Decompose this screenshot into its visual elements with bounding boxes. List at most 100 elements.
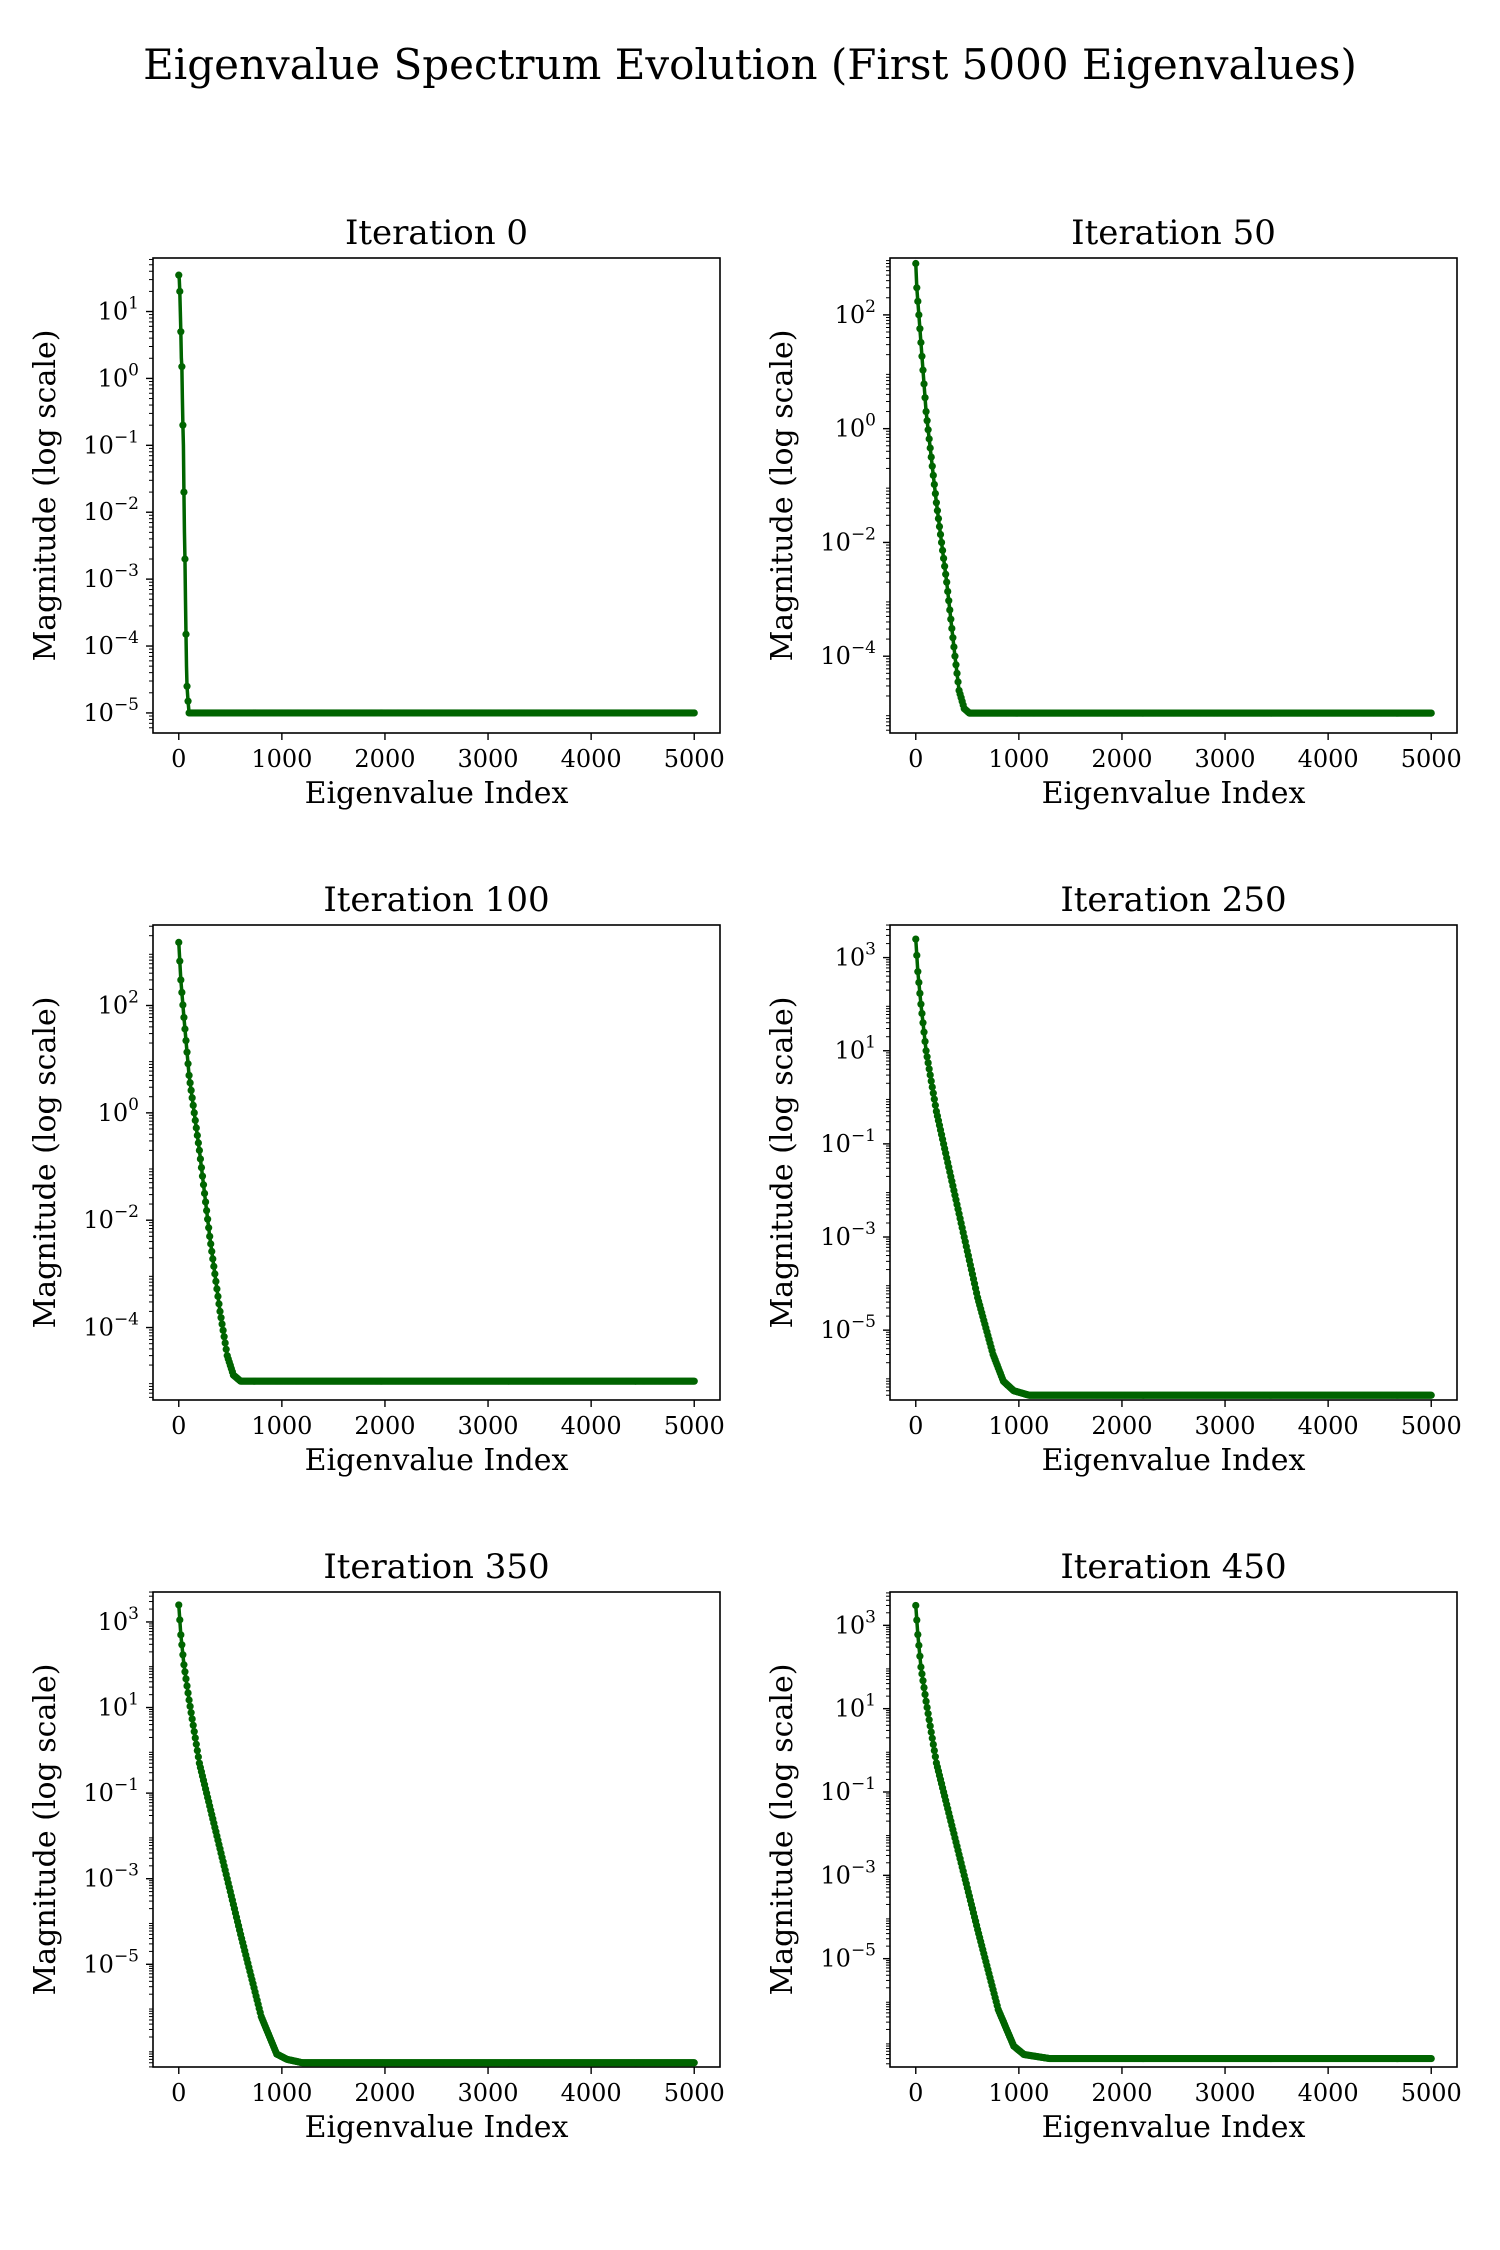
data-point [920, 380, 928, 388]
y-tick-label: 101 [98, 294, 139, 326]
x-tick-label: 5000 [664, 1412, 725, 1440]
y-tick-label: 100 [835, 411, 876, 443]
x-axis-label: Eigenvalue Index [305, 2110, 569, 2145]
y-tick-base: 10 [98, 992, 129, 1020]
series-markers [175, 271, 698, 717]
data-point [930, 1095, 938, 1103]
y-tick-base: 10 [820, 642, 851, 670]
data-point [920, 1684, 928, 1692]
y-tick-exponent: −1 [114, 427, 139, 447]
data-point [925, 1716, 933, 1724]
data-point [197, 1163, 206, 1172]
y-tick-base: 10 [835, 1611, 866, 1639]
series-markers [912, 935, 1435, 1399]
data-point [178, 988, 186, 997]
x-tick-label: 3000 [1195, 745, 1256, 773]
data-point [194, 1753, 202, 1761]
y-tick-label: 10−5 [820, 1941, 876, 1973]
data-point [217, 1314, 225, 1322]
y-tick-base: 10 [83, 1950, 114, 1978]
data-point [187, 1709, 195, 1717]
data-point [200, 1189, 209, 1197]
data-point [181, 1025, 189, 1033]
data-point [923, 1703, 931, 1712]
y-tick-base: 10 [835, 1695, 866, 1723]
data-point [186, 1702, 194, 1710]
y-tick-base: 10 [820, 1130, 851, 1158]
series-markers [912, 259, 1435, 717]
data-point [913, 951, 921, 959]
x-tick-label: 1000 [251, 2079, 312, 2107]
data-point [942, 570, 950, 578]
y-tick-label: 101 [98, 1690, 139, 1722]
y-tick-label: 10−2 [83, 1202, 139, 1234]
data-point [176, 957, 184, 965]
data-point [188, 1715, 196, 1723]
y-tick-exponent: 1 [128, 294, 139, 314]
data-point [929, 1740, 937, 1749]
data-point [918, 352, 926, 360]
data-point [926, 1722, 934, 1730]
x-axis-label: Eigenvalue Index [305, 776, 569, 811]
data-point [182, 630, 190, 638]
x-tick-label: 2000 [354, 745, 415, 773]
x-tick-label: 0 [908, 1412, 923, 1440]
y-tick-exponent: 1 [128, 1690, 139, 1710]
y-tick-label: 10−5 [83, 695, 139, 727]
plot-frame [152, 924, 721, 1401]
subplot-title: Iteration 0 [345, 213, 528, 253]
subplot-6: Iteration 450 0 1000 2000 3000 4000 5000 Eigenv… [765, 1547, 1462, 2145]
data-point [222, 1345, 230, 1353]
y-tick-label: 10−1 [820, 1126, 876, 1158]
data-point [919, 366, 927, 374]
data-point [945, 597, 953, 605]
data-point [183, 1682, 191, 1690]
x-tick-label: 1000 [988, 745, 1049, 773]
y-tick-exponent: −5 [114, 695, 139, 715]
y-tick-base: 10 [83, 699, 114, 727]
data-point [183, 1048, 191, 1056]
data-point [181, 1668, 189, 1676]
x-tick-label: 5000 [1401, 2079, 1462, 2107]
data-point [191, 1116, 199, 1124]
data-point [922, 1047, 930, 1055]
y-tick-base: 10 [98, 1694, 129, 1722]
y-tick-base: 10 [98, 1608, 129, 1636]
data-point [925, 1065, 933, 1073]
y-tick-base: 10 [820, 1223, 851, 1251]
data-point [926, 1071, 934, 1079]
y-tick-label: 101 [835, 1691, 876, 1723]
y-tick-label: 102 [98, 988, 139, 1020]
y-tick-exponent: 3 [865, 940, 876, 960]
subplot-title: Iteration 350 [323, 1547, 549, 1587]
data-point [1427, 2054, 1435, 2063]
data-point [927, 1728, 935, 1736]
y-axis-label: Magnitude (log scale) [765, 1664, 800, 1996]
y-tick-base: 10 [98, 298, 129, 326]
x-tick-label: 0 [171, 2079, 186, 2107]
data-point [175, 271, 183, 279]
data-point [927, 1077, 935, 1085]
data-point [921, 1690, 929, 1699]
data-point [221, 1339, 229, 1347]
x-tick-label: 0 [908, 2079, 923, 2107]
data-point [917, 338, 925, 347]
y-tick-label: 10−3 [820, 1219, 876, 1251]
data-point [928, 462, 936, 470]
data-point [938, 546, 947, 554]
y-tick-exponent: 0 [128, 1095, 139, 1115]
data-point [190, 1109, 198, 1117]
data-point [183, 682, 191, 690]
data-point [947, 615, 955, 623]
data-point [917, 1000, 925, 1008]
x-tick-label: 3000 [458, 745, 519, 773]
data-point [199, 1181, 208, 1189]
subplot-title: Iteration 250 [1060, 880, 1286, 920]
data-point [915, 311, 923, 319]
data-point [931, 1101, 939, 1109]
data-point [916, 989, 924, 997]
data-point [944, 587, 952, 596]
x-tick-label: 2000 [1091, 1412, 1152, 1440]
y-tick-exponent: 2 [128, 988, 139, 1008]
